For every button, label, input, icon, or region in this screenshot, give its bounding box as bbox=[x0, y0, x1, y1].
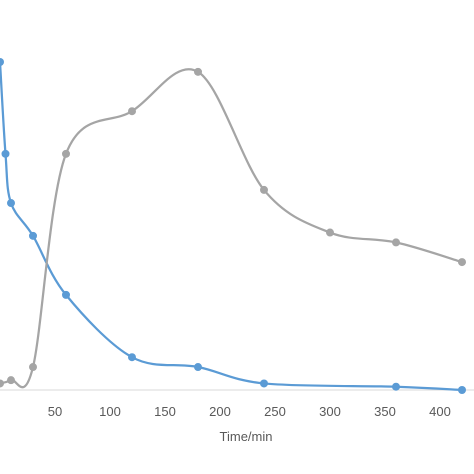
x-tick-labels: 50 100 150 200 250 300 350 400 bbox=[48, 404, 451, 419]
series-line-2 bbox=[0, 68, 463, 389]
data-point bbox=[458, 386, 466, 394]
data-point bbox=[128, 107, 136, 116]
series-layer bbox=[0, 58, 466, 394]
data-point bbox=[62, 290, 70, 299]
data-point bbox=[326, 228, 334, 237]
data-point bbox=[260, 379, 268, 388]
data-point bbox=[7, 376, 15, 385]
x-tick-label: 100 bbox=[99, 404, 121, 419]
data-point bbox=[128, 353, 136, 362]
data-point bbox=[29, 231, 37, 240]
data-point bbox=[194, 67, 202, 76]
data-point bbox=[7, 199, 15, 208]
data-point bbox=[458, 258, 466, 267]
data-point bbox=[260, 185, 268, 194]
data-point bbox=[0, 58, 4, 66]
x-tick-label: 400 bbox=[429, 404, 451, 419]
data-point bbox=[1, 149, 10, 158]
data-point bbox=[392, 382, 400, 391]
data-point bbox=[29, 363, 37, 372]
x-tick-label: 150 bbox=[154, 404, 176, 419]
x-tick-label: 300 bbox=[319, 404, 341, 419]
x-tick-label: 50 bbox=[48, 404, 62, 419]
data-point bbox=[194, 363, 202, 372]
data-point bbox=[0, 379, 4, 388]
data-point bbox=[392, 238, 400, 247]
x-tick-label: 350 bbox=[374, 404, 396, 419]
x-tick-label: 250 bbox=[264, 404, 286, 419]
data-point bbox=[62, 149, 70, 158]
x-tick-label: 200 bbox=[209, 404, 231, 419]
x-axis-title: Time/min bbox=[220, 429, 273, 444]
series-line-1 bbox=[0, 61, 463, 392]
